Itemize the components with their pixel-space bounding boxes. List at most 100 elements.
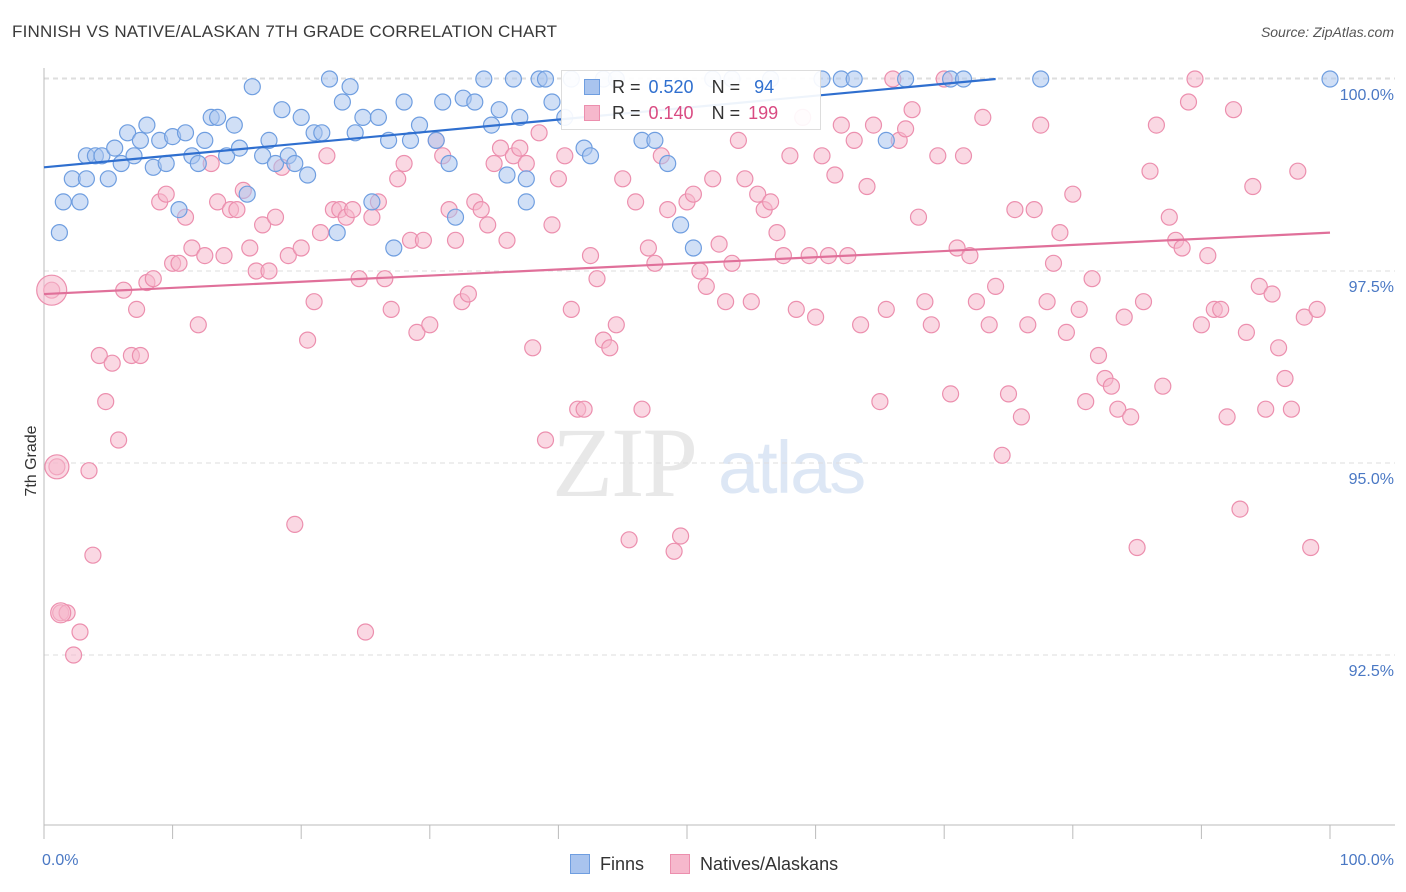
finns-point	[896, 70, 915, 88]
natives-point	[1012, 408, 1031, 426]
natives-point	[716, 293, 735, 311]
finns-point	[498, 166, 516, 184]
natives-point	[1263, 285, 1281, 303]
natives-point	[189, 316, 207, 334]
natives-point	[389, 170, 407, 188]
natives-point	[851, 316, 870, 334]
natives-point	[1154, 377, 1172, 395]
natives-point	[813, 147, 831, 165]
natives-point	[659, 201, 677, 219]
natives-point	[787, 300, 805, 318]
natives-point	[903, 101, 921, 119]
natives-point	[646, 254, 664, 272]
finns-point	[238, 185, 256, 203]
natives-swatch	[584, 105, 600, 121]
natives-point	[948, 239, 966, 257]
finns-point	[446, 208, 465, 226]
finns-point	[440, 154, 458, 173]
natives-point	[1237, 323, 1256, 341]
natives-point	[1147, 116, 1166, 134]
finns-n-value: 94	[754, 76, 775, 97]
natives-point	[1308, 300, 1326, 318]
natives-point	[1257, 400, 1275, 418]
natives-point	[909, 208, 928, 226]
natives-point	[858, 177, 876, 196]
natives-point	[954, 147, 973, 165]
natives-point-large	[44, 454, 70, 480]
natives-point	[999, 385, 1018, 403]
natives-point	[266, 208, 285, 226]
natives-point	[241, 239, 259, 257]
y-axis-title: 7th Grade	[23, 425, 40, 497]
natives-point	[922, 316, 940, 334]
natives-point	[974, 108, 992, 127]
natives-point	[286, 515, 304, 534]
finns-point	[93, 147, 111, 165]
finns-point	[77, 170, 96, 188]
finns-point	[131, 131, 149, 149]
legend-item-natives[interactable]: Natives/Alaskans	[670, 854, 838, 875]
natives-r-value: 0.140	[648, 102, 694, 123]
finns-point	[646, 131, 664, 149]
natives-point	[459, 285, 477, 303]
natives-point	[607, 316, 625, 334]
natives-point	[961, 247, 979, 265]
natives-point	[729, 131, 748, 149]
natives-point	[581, 247, 600, 265]
natives-point	[1115, 308, 1133, 326]
finns-n-label: N =	[711, 76, 741, 97]
legend-item-finns[interactable]: Finns	[570, 854, 644, 875]
natives-point	[536, 431, 555, 449]
finns-point	[50, 224, 69, 242]
natives-point	[395, 154, 413, 173]
finns-point	[189, 154, 207, 173]
natives-point	[1289, 162, 1307, 180]
finns-point	[517, 193, 535, 211]
natives-point	[1179, 93, 1198, 111]
finns-point	[286, 154, 304, 173]
finns-point	[346, 124, 364, 142]
natives-point	[826, 166, 844, 184]
finns-point	[243, 78, 261, 96]
series-legend: Finns Natives/Alaskans	[570, 852, 864, 876]
finns-point	[845, 70, 863, 88]
finns-point	[299, 166, 317, 184]
natives-point	[941, 385, 960, 403]
finns-point	[196, 131, 214, 149]
finns-point	[1321, 70, 1339, 88]
natives-point-large	[50, 602, 72, 624]
natives-point	[109, 431, 128, 449]
finns-point	[385, 239, 403, 257]
natives-point	[479, 216, 497, 234]
natives-point	[260, 262, 278, 280]
natives-point	[1295, 308, 1313, 326]
natives-point	[832, 116, 850, 134]
natives-point	[1218, 408, 1236, 426]
trend-lines	[43, 77, 1331, 296]
natives-point	[1083, 270, 1101, 288]
natives-point	[986, 277, 1005, 295]
natives-point	[128, 300, 146, 318]
natives-n-value: 199	[748, 102, 779, 123]
finns-point	[341, 78, 359, 96]
natives-point	[1038, 293, 1056, 311]
natives-point	[1102, 377, 1121, 395]
legend-swatch-natives	[670, 854, 691, 874]
finns-r-value: 0.520	[648, 76, 694, 97]
finns-point	[427, 131, 445, 149]
legend-swatch-finns	[570, 854, 590, 874]
natives-point	[633, 400, 651, 418]
natives-point	[806, 308, 825, 326]
natives-point	[279, 247, 297, 265]
natives-point	[575, 400, 593, 418]
natives-point	[896, 120, 915, 138]
natives-point	[967, 293, 986, 311]
finns-point	[313, 124, 331, 142]
natives-point	[736, 170, 754, 188]
natives-stat-row: R = 0.140 N = 199	[584, 102, 778, 124]
natives-point	[562, 300, 580, 318]
natives-point	[183, 239, 201, 257]
natives-point	[356, 623, 375, 641]
natives-point	[1070, 300, 1088, 318]
